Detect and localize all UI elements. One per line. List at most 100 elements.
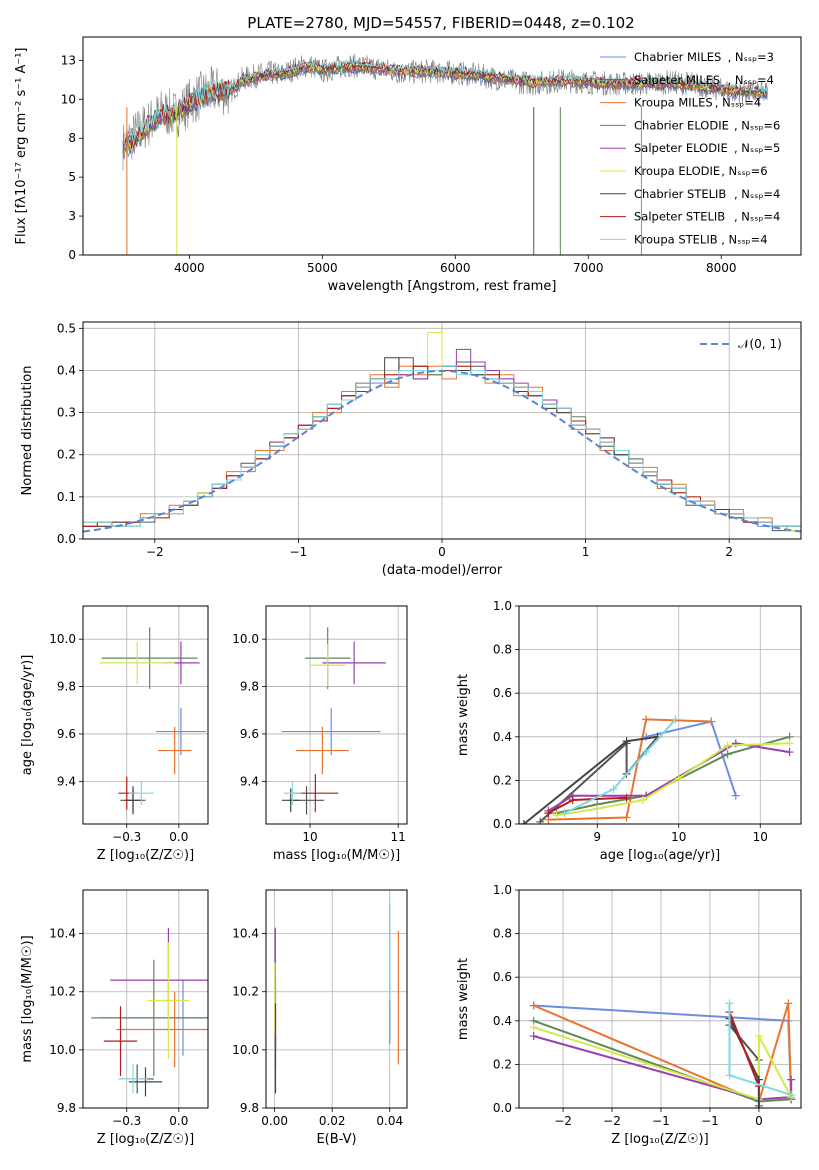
panel-weight-vs-z: −2 −2 −1 −1 0 0.0 0.2 0.4 0.6 0.8 1.0 Z [log₁₀(Z/Z☉… <box>456 883 802 1147</box>
spectrum-model-line-7 <box>122 59 768 147</box>
weight-line-5 <box>533 1026 793 1101</box>
tick-label-y: 0.8 <box>493 927 512 941</box>
weight-line-4 <box>533 1035 793 1101</box>
legend-nssp: , Nₛₛₚ=4 <box>715 96 761 110</box>
figure-title: PLATE=2780, MJD=54557, FIBERID=0448, z=0… <box>247 14 634 32</box>
tick-label-x: 4000 <box>174 261 205 275</box>
panel-mass-vs-z: −0.3 0.0 9.8 10.0 10.2 10.4 Z [log₁₀(Z/Z☉)] mas… <box>20 889 209 1147</box>
tick-label-x: 0 <box>438 545 446 559</box>
tick-label-x: 0.00 <box>261 1114 288 1128</box>
weight-point-8 <box>560 809 569 818</box>
weight-point-2 <box>642 715 651 724</box>
weight-point-5 <box>785 739 794 748</box>
tick-label-x: −1 <box>701 1114 719 1128</box>
weight-point-7 <box>622 793 631 802</box>
spectrum-model-line-8 <box>122 58 768 150</box>
plot-area-age-vs-z <box>99 627 206 815</box>
y-axis-label: Flux [fλ10⁻¹⁷ erg cm⁻² s⁻¹ A⁻¹] <box>14 48 29 245</box>
legend-label: Salpeter MILES <box>634 73 720 87</box>
weight-point-5 <box>723 741 732 750</box>
tick-label-x: 0.0 <box>169 830 188 844</box>
tick-label-y: 0.8 <box>493 643 512 657</box>
tick-label-y: 8 <box>68 131 76 145</box>
weight-point-5 <box>593 804 602 813</box>
tick-label-y: 13 <box>61 53 76 67</box>
legend-label: Kroupa STELIB <box>634 232 718 246</box>
tick-label-y: 9.4 <box>57 774 76 788</box>
legend-nssp: , Nₛₛₚ=3 <box>728 50 774 64</box>
legend-label: Kroupa ELODIE <box>634 164 720 178</box>
plot-area-mass-vs-ebv <box>274 895 399 1094</box>
weight-point-8 <box>725 1071 734 1080</box>
tick-label-y: 0.0 <box>493 817 512 831</box>
weight-point-5 <box>754 1032 763 1041</box>
panel-residuals: −2 −1 0 1 2 0.0 0.1 0.2 0.3 0.4 0.5 (data-model)/er… <box>20 321 802 578</box>
weight-point-7 <box>568 796 577 805</box>
tick-label-y: 10 <box>61 92 76 106</box>
tick-label-y: 9.8 <box>240 680 259 694</box>
tick-label-y: 0.2 <box>493 773 512 787</box>
weight-point-2 <box>622 813 631 822</box>
tick-label-y: 9.4 <box>240 774 259 788</box>
weight-line-4 <box>547 742 790 812</box>
weight-point-6 <box>519 820 528 824</box>
y-axis-label: mass weight <box>456 958 471 1040</box>
weight-point-5 <box>552 811 561 820</box>
tick-label-x: 7000 <box>573 261 604 275</box>
tick-label-x: 0.02 <box>319 1114 346 1128</box>
weight-point-8 <box>671 715 680 724</box>
weight-point-8 <box>609 785 618 794</box>
tick-label-y: 0.6 <box>493 970 512 984</box>
weight-point-8 <box>642 748 651 757</box>
weight-point-8 <box>725 999 734 1008</box>
x-axis-label: (data-model)/error <box>382 563 503 578</box>
legend-label: 𝒩(0, 1) <box>738 337 782 351</box>
legend: Chabrier MILES , Nₛₛₚ=3 Salpeter MILES , Nₛ… <box>600 50 780 246</box>
axes-frame <box>265 889 408 1109</box>
axes-frame <box>82 36 802 256</box>
tick-label-y: 10.4 <box>232 927 259 941</box>
panel-mass-vs-ebv: 0.00 0.02 0.04 9.8 10.0 10.2 10.4 E(B-V) <box>232 889 408 1147</box>
axes-frame <box>265 605 408 825</box>
tick-label-x: 9 <box>593 830 601 844</box>
tick-label-x: 2 <box>725 545 733 559</box>
tick-label-x: −0.3 <box>112 1114 141 1128</box>
weight-point-5 <box>529 1023 538 1032</box>
tick-label-y: 0.1 <box>57 490 76 504</box>
weight-line-5 <box>556 742 790 817</box>
tick-label-y: 9.8 <box>240 1101 259 1115</box>
tick-label-x: 10 <box>753 830 768 844</box>
legend-label: Salpeter STELIB <box>634 210 725 224</box>
plot-area-mass-vs-z <box>91 927 208 1097</box>
weight-point-6 <box>754 1104 763 1108</box>
tick-label-x: 0 <box>755 1114 763 1128</box>
weight-point-1 <box>536 817 545 824</box>
tick-label-y: 0.2 <box>57 448 76 462</box>
tick-label-y: 10.0 <box>232 632 259 646</box>
plot-area-weight-vs-z <box>529 999 796 1108</box>
y-axis-label: Normed distribution <box>20 366 35 496</box>
weight-line-8 <box>564 718 677 814</box>
tick-label-x: 10 <box>671 830 686 844</box>
legend-label: Kroupa MILES <box>634 96 713 110</box>
tick-label-y: 0.6 <box>493 686 512 700</box>
tick-label-y: 0.3 <box>57 406 76 420</box>
panel-age-vs-mass: 10 11 9.4 9.6 9.8 10.0 mass [log₁₀(M/M☉)] <box>232 605 408 863</box>
weight-point-2 <box>784 999 793 1008</box>
weight-point-0 <box>731 791 740 800</box>
legend-nssp: , Nₛₛₚ=5 <box>734 141 780 155</box>
plot-area-weight-vs-age <box>519 715 794 824</box>
x-axis-label: Z [log₁₀(Z/Z☉)] <box>97 1132 194 1147</box>
tick-label-y: 10.2 <box>49 985 76 999</box>
tick-label-x: −0.3 <box>112 830 141 844</box>
weight-line-0 <box>645 720 737 797</box>
legend-label: Salpeter ELODIE <box>634 141 728 155</box>
tick-label-y: 1.0 <box>493 883 512 897</box>
weight-point-7 <box>544 809 553 818</box>
tick-label-y: 9.6 <box>240 727 259 741</box>
weight-line-2 <box>533 1003 793 1103</box>
tick-label-x: 0.0 <box>169 1114 188 1128</box>
x-axis-label: E(B-V) <box>316 1132 356 1147</box>
panel-spectrum: 4000 5000 6000 7000 8000 0 3 5 8 10 13 wavelength [… <box>14 36 802 294</box>
plot-area-spectrum <box>122 53 768 255</box>
